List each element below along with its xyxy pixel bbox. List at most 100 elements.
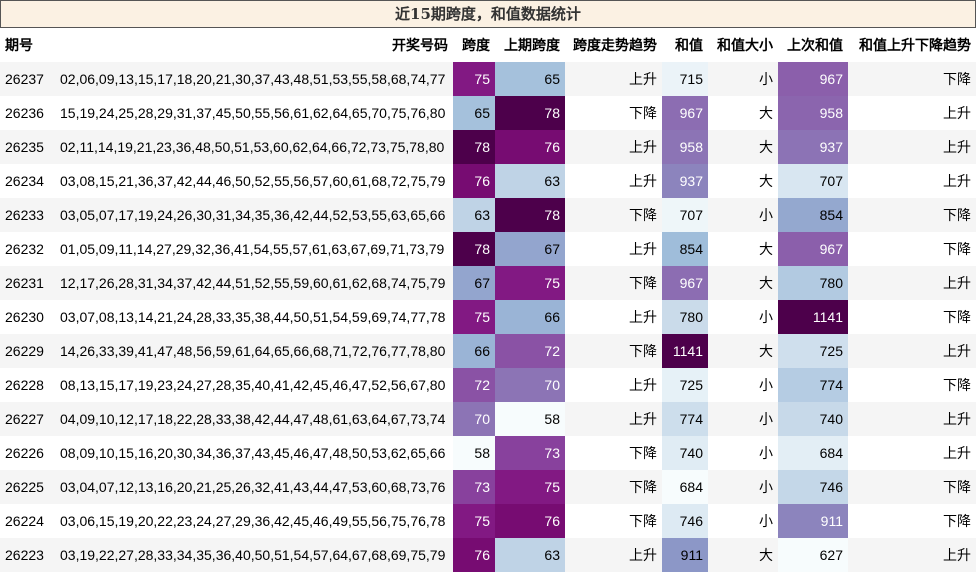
issue-cell: 26232 xyxy=(0,232,55,266)
sum-size-cell: 大 xyxy=(708,164,778,198)
sum-trend-cell: 上升 xyxy=(848,402,976,436)
sum-cell: 746 xyxy=(662,504,708,538)
prev-sum-cell: 774 xyxy=(778,368,848,402)
sum-size-cell: 大 xyxy=(708,232,778,266)
sum-cell: 774 xyxy=(662,402,708,436)
prev-span-cell: 78 xyxy=(495,96,565,130)
sum-trend-cell: 上升 xyxy=(848,436,976,470)
numbers-cell: 15,19,24,25,28,29,31,37,45,50,55,56,61,6… xyxy=(55,96,453,130)
span-trend-cell: 上升 xyxy=(565,300,662,334)
span-trend-cell: 上升 xyxy=(565,232,662,266)
sum-cell: 937 xyxy=(662,164,708,198)
sum-trend-cell: 上升 xyxy=(848,538,976,572)
sum-cell: 684 xyxy=(662,470,708,504)
table-row: 26227 04,09,10,12,17,18,22,28,33,38,42,44… xyxy=(0,402,976,436)
prev-span-cell: 58 xyxy=(495,402,565,436)
table-row: 26224 03,06,15,19,20,22,23,24,27,29,36,42… xyxy=(0,504,976,538)
span-trend-cell: 上升 xyxy=(565,164,662,198)
sum-size-cell: 小 xyxy=(708,436,778,470)
col-header-prev-span: 上期跨度 xyxy=(495,28,565,62)
sum-size-cell: 小 xyxy=(708,62,778,96)
prev-sum-cell: 627 xyxy=(778,538,848,572)
span-cell: 76 xyxy=(453,538,495,572)
prev-span-cell: 78 xyxy=(495,198,565,232)
sum-size-cell: 大 xyxy=(708,334,778,368)
col-header-sum-size: 和值大小 xyxy=(708,28,778,62)
sum-trend-cell: 上升 xyxy=(848,334,976,368)
table-title: 近15期跨度，和值数据统计 xyxy=(0,0,976,28)
issue-cell: 26229 xyxy=(0,334,55,368)
span-trend-cell: 下降 xyxy=(565,96,662,130)
prev-span-cell: 66 xyxy=(495,300,565,334)
sum-trend-cell: 下降 xyxy=(848,198,976,232)
sum-trend-cell: 下降 xyxy=(848,62,976,96)
stats-table: 期号 开奖号码 跨度 上期跨度 跨度走势趋势 和值 和值大小 上次和值 和值上升… xyxy=(0,28,976,572)
issue-cell: 26223 xyxy=(0,538,55,572)
sum-cell: 967 xyxy=(662,96,708,130)
sum-trend-cell: 下降 xyxy=(848,470,976,504)
prev-span-cell: 65 xyxy=(495,62,565,96)
prev-sum-cell: 911 xyxy=(778,504,848,538)
issue-cell: 26231 xyxy=(0,266,55,300)
table-row: 26226 08,09,10,15,16,20,30,34,36,37,43,45… xyxy=(0,436,976,470)
sum-cell: 707 xyxy=(662,198,708,232)
span-cell: 67 xyxy=(453,266,495,300)
sum-cell: 911 xyxy=(662,538,708,572)
numbers-cell: 03,04,07,12,13,16,20,21,25,26,32,41,43,4… xyxy=(55,470,453,504)
col-header-numbers: 开奖号码 xyxy=(55,28,453,62)
span-trend-cell: 下降 xyxy=(565,198,662,232)
span-cell: 75 xyxy=(453,300,495,334)
sum-size-cell: 大 xyxy=(708,538,778,572)
prev-sum-cell: 707 xyxy=(778,164,848,198)
sum-size-cell: 小 xyxy=(708,504,778,538)
span-trend-cell: 上升 xyxy=(565,402,662,436)
sum-cell: 854 xyxy=(662,232,708,266)
numbers-cell: 03,07,08,13,14,21,24,28,33,35,38,44,50,5… xyxy=(55,300,453,334)
col-header-span-trend: 跨度走势趋势 xyxy=(565,28,662,62)
table-row: 26229 14,26,33,39,41,47,48,56,59,61,64,65… xyxy=(0,334,976,368)
numbers-cell: 08,13,15,17,19,23,24,27,28,35,40,41,42,4… xyxy=(55,368,453,402)
prev-sum-cell: 1141 xyxy=(778,300,848,334)
col-header-sum: 和值 xyxy=(662,28,708,62)
span-trend-cell: 下降 xyxy=(565,266,662,300)
span-cell: 72 xyxy=(453,368,495,402)
issue-cell: 26225 xyxy=(0,470,55,504)
numbers-cell: 01,05,09,11,14,27,29,32,36,41,54,55,57,6… xyxy=(55,232,453,266)
sum-cell: 715 xyxy=(662,62,708,96)
issue-cell: 26228 xyxy=(0,368,55,402)
sum-trend-cell: 下降 xyxy=(848,232,976,266)
table-row: 26232 01,05,09,11,14,27,29,32,36,41,54,55… xyxy=(0,232,976,266)
table-row: 26234 03,08,15,21,36,37,42,44,46,50,52,55… xyxy=(0,164,976,198)
span-cell: 65 xyxy=(453,96,495,130)
prev-sum-cell: 684 xyxy=(778,436,848,470)
sum-trend-cell: 下降 xyxy=(848,300,976,334)
span-trend-cell: 下降 xyxy=(565,334,662,368)
sum-size-cell: 大 xyxy=(708,96,778,130)
issue-cell: 26237 xyxy=(0,62,55,96)
numbers-cell: 04,09,10,12,17,18,22,28,33,38,42,44,47,4… xyxy=(55,402,453,436)
issue-cell: 26226 xyxy=(0,436,55,470)
issue-cell: 26235 xyxy=(0,130,55,164)
sum-size-cell: 大 xyxy=(708,266,778,300)
numbers-cell: 08,09,10,15,16,20,30,34,36,37,43,45,46,4… xyxy=(55,436,453,470)
span-trend-cell: 上升 xyxy=(565,62,662,96)
prev-span-cell: 73 xyxy=(495,436,565,470)
issue-cell: 26227 xyxy=(0,402,55,436)
col-header-span: 跨度 xyxy=(453,28,495,62)
numbers-cell: 03,08,15,21,36,37,42,44,46,50,52,55,56,5… xyxy=(55,164,453,198)
prev-sum-cell: 725 xyxy=(778,334,848,368)
span-trend-cell: 下降 xyxy=(565,436,662,470)
table-row: 26235 02,11,14,19,21,23,36,48,50,51,53,60… xyxy=(0,130,976,164)
prev-sum-cell: 958 xyxy=(778,96,848,130)
sum-cell: 725 xyxy=(662,368,708,402)
numbers-cell: 02,11,14,19,21,23,36,48,50,51,53,60,62,6… xyxy=(55,130,453,164)
span-cell: 63 xyxy=(453,198,495,232)
prev-sum-cell: 937 xyxy=(778,130,848,164)
issue-cell: 26233 xyxy=(0,198,55,232)
span-cell: 78 xyxy=(453,232,495,266)
sum-cell: 967 xyxy=(662,266,708,300)
sum-cell: 1141 xyxy=(662,334,708,368)
sum-size-cell: 小 xyxy=(708,198,778,232)
numbers-cell: 12,17,26,28,31,34,37,42,44,51,52,55,59,6… xyxy=(55,266,453,300)
